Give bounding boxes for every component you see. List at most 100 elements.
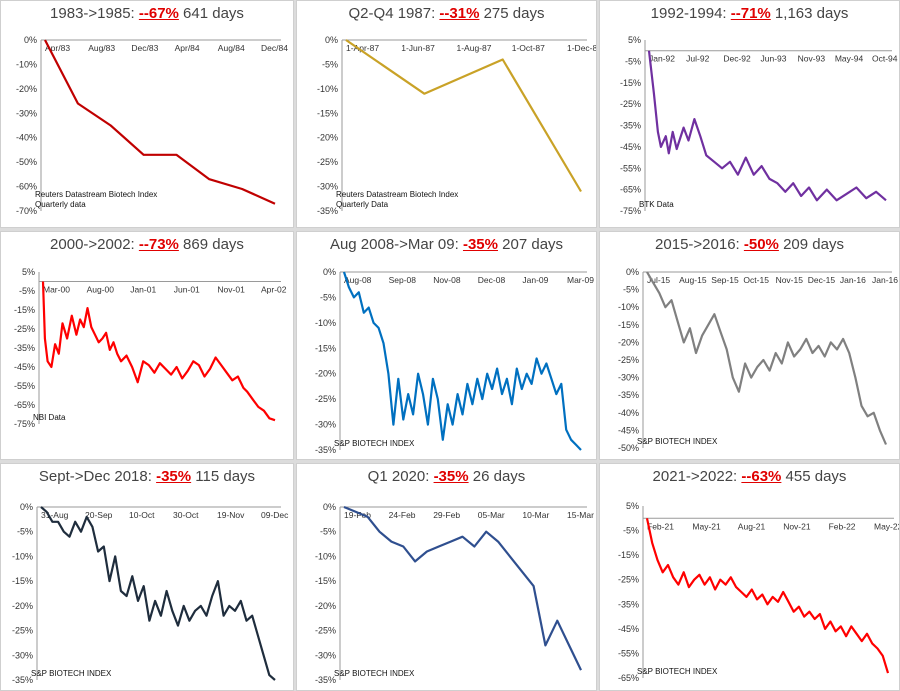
y-tick-label: 0% (24, 35, 37, 45)
y-tick-label: -15% (315, 576, 336, 586)
x-tick-label: Apr-02 (261, 285, 287, 295)
x-tick-label: Jan-09 (522, 275, 548, 285)
chart-title: Q1 2020: -35% 26 days (367, 468, 526, 485)
series-line (646, 271, 888, 445)
chart-title: Q2-Q4 1987: --31% 275 days (348, 5, 545, 22)
y-tick-label: -15% (12, 576, 33, 586)
chart-title: 2000->2002: --73% 869 days (50, 236, 244, 253)
line-chart: 0% -5% -10% -15% -20% -25% -30% -35% 31-Aug 20-Se… (12, 502, 289, 685)
x-tick-label: 09-Dec (261, 510, 289, 520)
x-tick-label: 1-Dec-87 (567, 43, 597, 53)
y-tick-label: -35% (315, 445, 336, 455)
chart-panel-2: Q2-Q4 1987: --31% 275 days 0% -5% -10% -15%… (296, 0, 597, 228)
y-tick-label: -15% (317, 108, 338, 118)
x-tick-label: 1-Apr-87 (346, 43, 379, 53)
y-tick-label: 5% (22, 267, 35, 277)
source-note: S&P BIOTECH INDEX (637, 437, 718, 446)
y-tick-label: -30% (315, 650, 336, 660)
x-tick-label: 20-Sep (85, 510, 113, 520)
y-tick-label: 0% (20, 502, 33, 512)
x-tick-label: Sep-15 (711, 275, 739, 285)
y-tick-label: -25% (315, 626, 336, 636)
x-tick-label: Oct-94 (872, 54, 898, 64)
series-line (44, 39, 276, 205)
y-tick-label: -15% (14, 305, 35, 315)
x-tick-label: Mar-09 (567, 275, 594, 285)
line-chart: 0% -10% -20% -30% -40% -50% -60% -70% Apr/83 Aug/… (16, 35, 288, 216)
y-tick-label: -35% (620, 121, 641, 131)
source-note: S&P BIOTECH INDEX (334, 669, 415, 678)
y-tick-label: -5% (322, 59, 338, 69)
line-chart: 0% -5% -10% -15% -20% -25% -30% -35% -40% -45% -50… (618, 267, 898, 453)
y-tick-label: -25% (618, 575, 639, 585)
x-tick-label: 1-Jun-87 (401, 43, 435, 53)
source-note: Quarterly Data (336, 200, 389, 209)
chart-panel-6: 2015->2016: -50% 209 days 0% -5% -10% -15% -… (599, 231, 900, 460)
y-tick-label: -55% (14, 381, 35, 391)
line-chart: 0% -5% -10% -15% -20% -25% -30% -35% 1-Apr-87 1-J… (317, 35, 597, 216)
y-tick-label: -30% (618, 373, 639, 383)
x-tick-label: 19-Nov (217, 510, 245, 520)
x-tick-label: May-94 (835, 54, 864, 64)
y-tick-label: 0% (626, 267, 639, 277)
y-tick-label: -15% (618, 320, 639, 330)
y-tick-label: -20% (315, 601, 336, 611)
x-tick-label: Dec-08 (478, 275, 506, 285)
chart-panel-3: 1992-1994: --71% 1,163 days 5% -5% -15% -25… (599, 0, 900, 228)
x-tick-label: Mar-00 (43, 285, 70, 295)
x-tick-label: Jun-93 (761, 54, 787, 64)
chart-title: Aug 2008->Mar 09: -35% 207 days (329, 236, 564, 253)
x-tick-label: Apr/83 (45, 43, 70, 53)
y-tick-label: -5% (19, 286, 35, 296)
y-tick-label: -35% (317, 206, 338, 216)
x-tick-label: 10-Oct (129, 510, 155, 520)
chart-panel-9: 2021->2022: --63% 455 days 5% -5% -15% -25%… (599, 463, 900, 691)
source-note: Reuters Datastream Biotech Index (336, 190, 458, 199)
x-tick-label: Dec/84 (261, 43, 288, 53)
y-tick-label: -30% (12, 650, 33, 660)
y-tick-label: -30% (16, 108, 37, 118)
y-tick-label: -10% (315, 318, 336, 328)
y-tick-label: -20% (618, 337, 639, 347)
chart-panel-5: Aug 2008->Mar 09: -35% 207 days 0% -5% -10… (296, 231, 597, 460)
y-tick-label: 5% (628, 35, 641, 45)
y-tick-label: -70% (16, 206, 37, 216)
x-tick-label: Sep-08 (389, 275, 417, 285)
x-tick-label: May-21 (692, 521, 721, 531)
y-tick-label: -30% (317, 182, 338, 192)
source-note: S&P BIOTECH INDEX (31, 669, 112, 678)
x-tick-label: Dec-92 (723, 54, 751, 64)
source-note: NBI Data (33, 413, 66, 422)
x-tick-label: Aug/83 (88, 43, 115, 53)
y-tick-label: -25% (315, 394, 336, 404)
chart-title: 2015->2016: -50% 209 days (655, 236, 844, 253)
y-tick-label: -35% (618, 390, 639, 400)
source-note: BTK Data (639, 200, 674, 209)
y-tick-label: -75% (620, 206, 641, 216)
y-tick-label: -75% (14, 419, 35, 429)
x-tick-label: 19-Feb (344, 510, 371, 520)
y-tick-label: -20% (317, 133, 338, 143)
source-note: S&P BIOTECH INDEX (637, 667, 718, 676)
x-tick-label: 05-Mar (478, 510, 505, 520)
y-tick-label: -65% (618, 673, 639, 683)
chart-panel-7: Sept->Dec 2018: -35% 115 days 0% -5% -10% -… (0, 463, 294, 691)
x-tick-label: Jun-01 (174, 285, 200, 295)
y-tick-label: -35% (14, 343, 35, 353)
x-tick-label: Nov-93 (798, 54, 826, 64)
line-chart: 0% -5% -10% -15% -20% -25% -30% -35% 19-Feb 24-Fe… (315, 502, 594, 685)
chart-title: 1992-1994: --71% 1,163 days (650, 5, 849, 22)
x-tick-label: Aug-00 (87, 285, 115, 295)
x-tick-label: Dec/83 (131, 43, 158, 53)
x-tick-label: Feb-21 (647, 521, 674, 531)
x-tick-label: Jan-16 (872, 275, 898, 285)
y-tick-label: -40% (16, 133, 37, 143)
y-tick-label: -20% (16, 84, 37, 94)
y-tick-label: -20% (315, 369, 336, 379)
x-tick-label: Jan-92 (649, 54, 675, 64)
y-tick-label: -45% (618, 624, 639, 634)
y-tick-label: -40% (618, 408, 639, 418)
y-tick-label: -65% (14, 400, 35, 410)
series-line (41, 281, 276, 422)
